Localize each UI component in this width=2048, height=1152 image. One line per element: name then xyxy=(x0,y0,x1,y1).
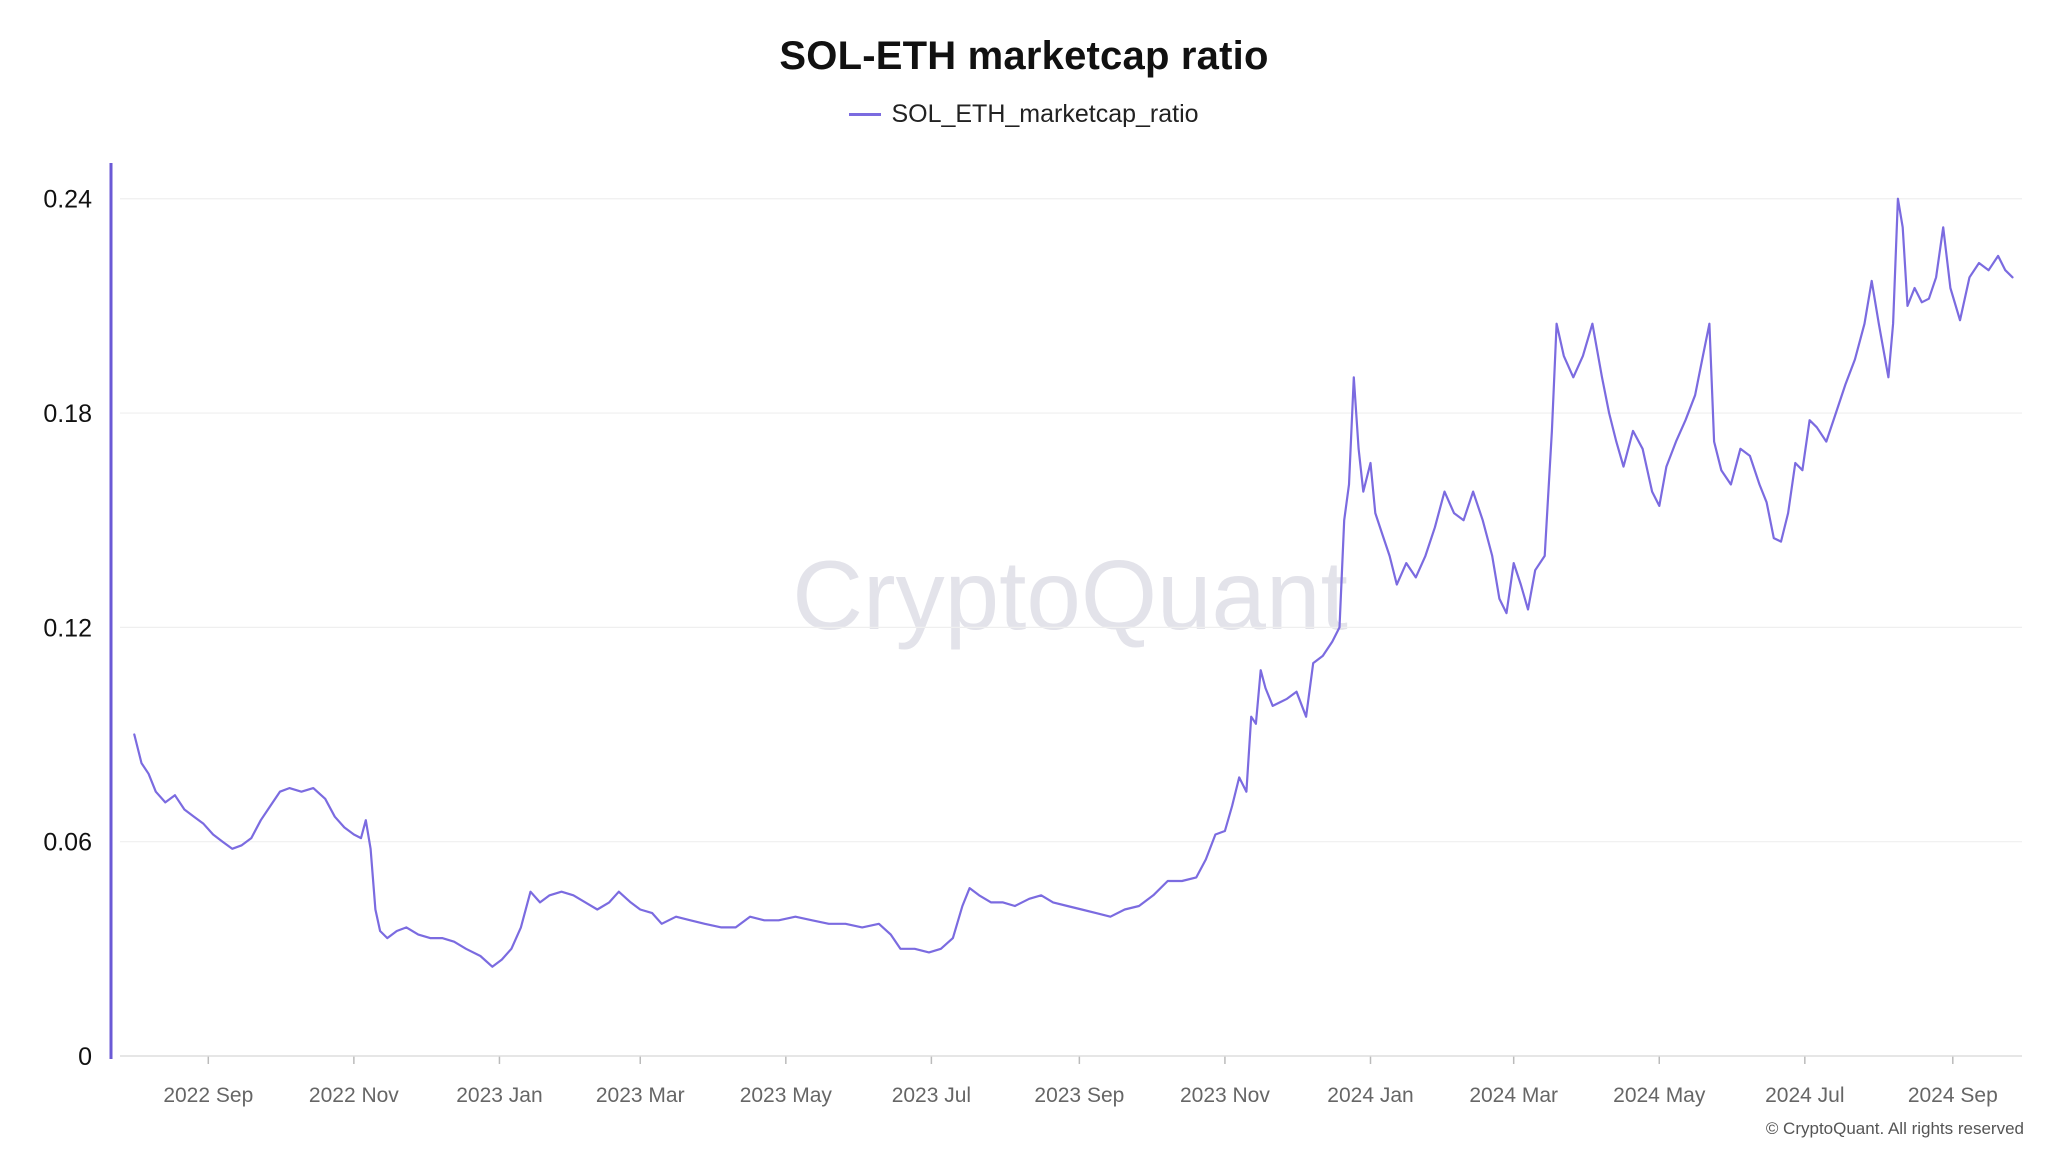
x-tick-label: 2022 Nov xyxy=(309,1084,399,1107)
x-tick-label: 2023 Jul xyxy=(892,1084,971,1107)
x-tick-label: 2024 Jan xyxy=(1327,1084,1413,1107)
series-layer xyxy=(133,197,2014,968)
series-line-sol-eth-ratio[interactable] xyxy=(133,197,2014,968)
x-tick-label: 2024 Mar xyxy=(1469,1084,1558,1107)
copyright-footer: © CryptoQuant. All rights reserved xyxy=(1765,1119,2024,1138)
x-axis-ticks: 2022 Sep 2022 Nov 2023 Jan 2023 Mar 2023 May… xyxy=(163,1056,1998,1107)
chart-title: SOL-ETH marketcap ratio xyxy=(779,34,1269,78)
x-tick-label: 2023 Jan xyxy=(456,1084,542,1107)
y-tick-label: 0.24 xyxy=(43,186,92,214)
y-axis-ticks: 0 0.06 0.12 0.18 0.24 xyxy=(43,186,92,1071)
y-tick-label: 0.06 xyxy=(43,829,92,857)
x-tick-label: 2024 Jul xyxy=(1765,1084,1844,1107)
y-tick-label: 0.18 xyxy=(43,400,92,428)
x-tick-label: 2024 Sep xyxy=(1908,1084,1998,1107)
x-tick-label: 2023 Sep xyxy=(1034,1084,1124,1107)
legend-label: SOL_ETH_marketcap_ratio xyxy=(891,100,1199,128)
chart-legend[interactable]: SOL_ETH_marketcap_ratio xyxy=(0,100,2048,129)
y-tick-label: 0 xyxy=(78,1043,92,1071)
watermark: CryptoQuant xyxy=(792,540,1348,650)
x-tick-label: 2022 Sep xyxy=(163,1084,253,1107)
x-tick-label: 2023 Nov xyxy=(1180,1084,1270,1107)
grid-lines xyxy=(120,198,2022,843)
y-tick-label: 0.12 xyxy=(43,614,92,642)
x-tick-label: 2024 May xyxy=(1613,1084,1706,1107)
x-tick-label: 2023 Mar xyxy=(596,1084,685,1107)
x-tick-label: 2023 May xyxy=(740,1084,833,1107)
legend-line-swatch-icon xyxy=(849,113,882,116)
